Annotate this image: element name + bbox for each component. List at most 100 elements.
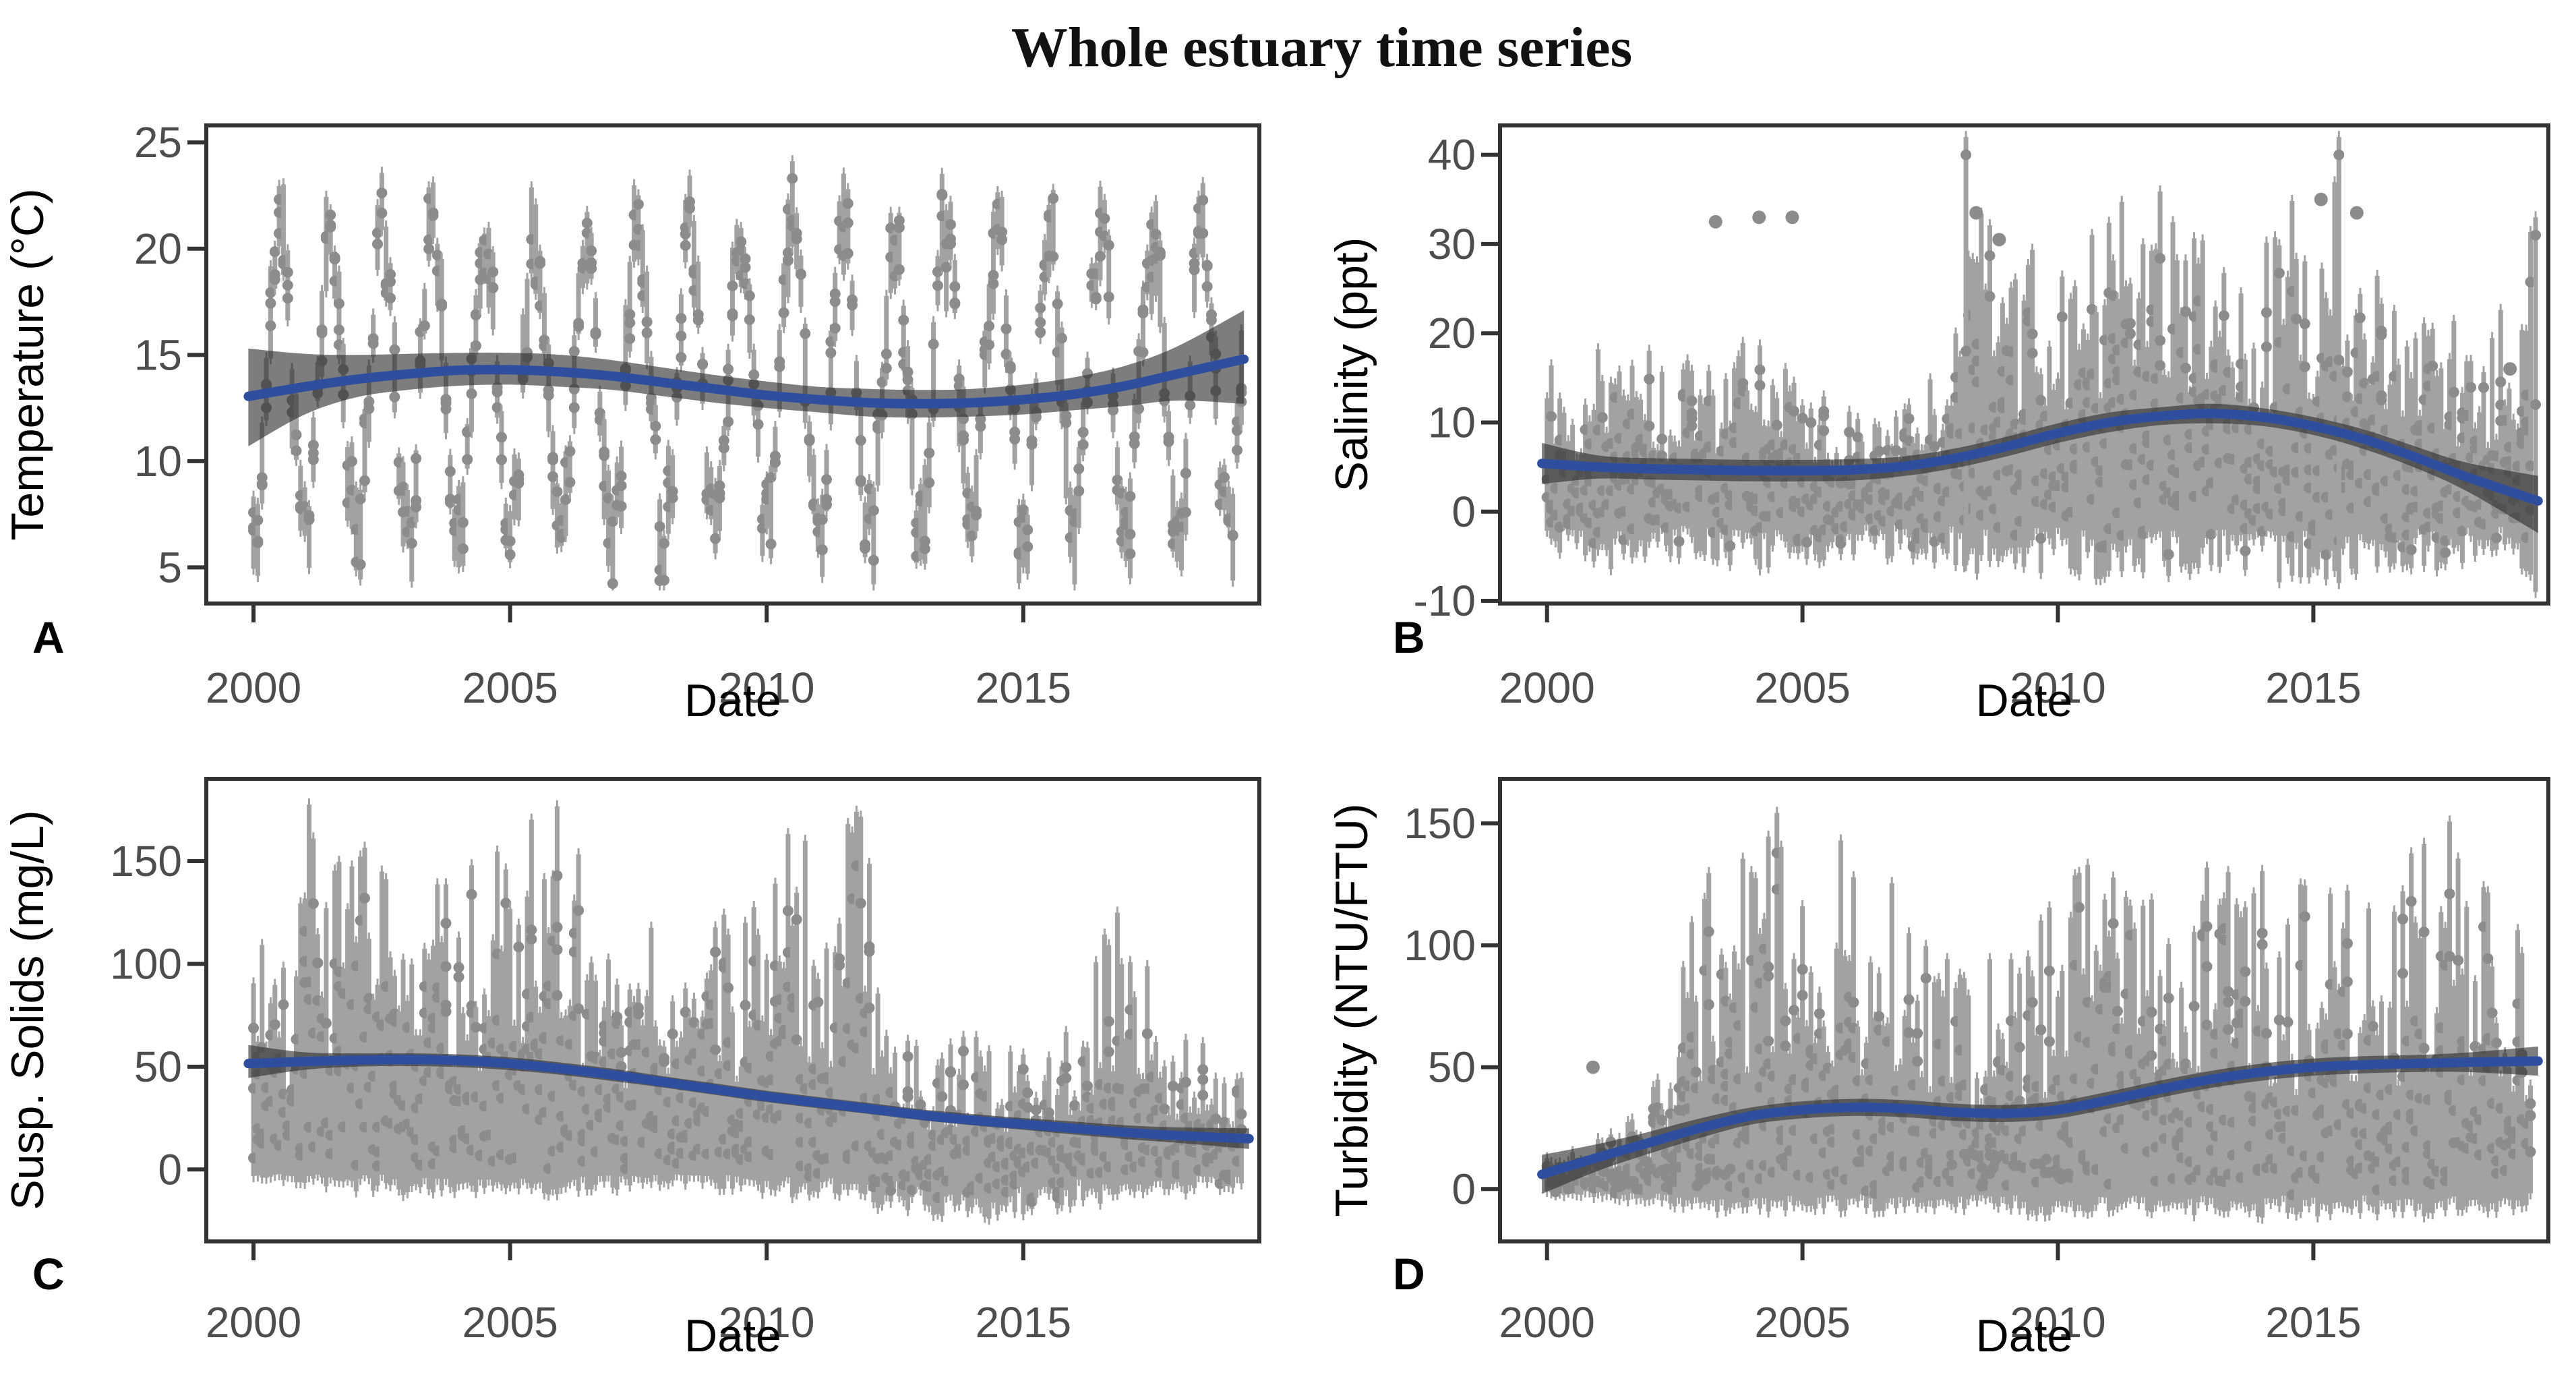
y-tick-label: 0 — [1451, 1165, 1476, 1213]
data-point — [2478, 382, 2490, 393]
data-point — [945, 238, 957, 250]
data-point — [1852, 432, 1863, 443]
data-point — [607, 578, 618, 589]
outlier-point — [1785, 210, 1799, 225]
data-point — [1022, 541, 1034, 552]
data-point — [269, 274, 280, 285]
data-point — [248, 1022, 260, 1034]
data-point — [928, 339, 939, 350]
data-point — [2155, 253, 2166, 264]
data-point — [1763, 961, 1774, 972]
data-point — [496, 454, 507, 465]
x-tick-label: 2015 — [976, 1298, 1071, 1347]
data-point — [1218, 471, 1230, 483]
data-point — [2525, 276, 2536, 288]
y-tick-label: 25 — [134, 118, 182, 167]
data-point — [924, 447, 935, 459]
data-point — [1818, 425, 1830, 436]
data-point — [2457, 525, 2468, 537]
data-point — [2376, 390, 2387, 401]
panel-D-axes: 2000 2005 2010 2015 0 50 100 150 — [1404, 799, 2361, 1347]
data-point — [2111, 1005, 2123, 1017]
data-point — [842, 217, 853, 229]
data-point — [1103, 239, 1114, 251]
data-point — [1030, 1104, 1042, 1115]
panel-B-border — [1498, 123, 2550, 606]
data-point — [2448, 386, 2459, 398]
low-value-point — [1665, 1152, 1677, 1163]
data-point — [2291, 313, 2302, 324]
data-point — [697, 359, 709, 370]
data-point — [727, 281, 738, 292]
x-tick-label: 2015 — [2265, 1298, 2361, 1347]
data-point — [714, 492, 725, 504]
panel-D-raw-data-layer — [1541, 806, 2536, 1224]
data-point — [1103, 291, 1114, 303]
data-point — [487, 266, 499, 278]
data-point — [984, 339, 995, 351]
data-point — [1912, 1028, 1923, 1039]
y-tick-label: 20 — [134, 225, 182, 273]
data-point — [1108, 405, 1119, 416]
data-point — [1000, 323, 1012, 334]
data-point — [2405, 544, 2417, 556]
y-axis-title: Turbidity (NTU/FTU) — [1326, 803, 1377, 1216]
data-point — [2201, 920, 2213, 932]
data-point — [654, 521, 665, 532]
data-point — [752, 419, 764, 430]
panel-C-axes: 2000 2005 2010 2015 0 50 100 150 — [110, 837, 1071, 1347]
data-point — [1185, 399, 1196, 411]
data-point — [1805, 417, 1817, 428]
data-point — [2405, 896, 2417, 907]
data-point — [2525, 1110, 2536, 1121]
data-point — [2367, 1020, 2378, 1032]
data-point — [1000, 349, 1012, 360]
low-value-point — [1623, 1178, 1634, 1190]
panel-A-border — [204, 123, 1261, 606]
data-point — [389, 391, 400, 403]
data-point — [312, 957, 324, 968]
data-point — [847, 294, 858, 305]
low-value-point — [1700, 1169, 1712, 1180]
data-point — [893, 215, 905, 227]
data-point — [2260, 341, 2272, 353]
data-point — [2146, 1006, 2157, 1018]
data-point — [547, 452, 559, 463]
data-point — [1201, 260, 1213, 271]
data-point — [1686, 413, 1698, 424]
y-axis-title: Susp. Solids (mg/L) — [2, 810, 53, 1210]
low-value-point — [1693, 1178, 1704, 1190]
data-point — [718, 435, 729, 446]
data-point — [787, 173, 798, 184]
data-point — [256, 472, 268, 483]
data-point — [692, 314, 704, 326]
data-point — [2525, 460, 2536, 471]
y-tick-label: 50 — [134, 1043, 182, 1091]
data-point — [1737, 378, 1749, 389]
x-tick-label: 2000 — [206, 1298, 301, 1347]
data-point — [782, 905, 793, 916]
y-tick-label: 10 — [134, 437, 182, 486]
data-point — [1201, 281, 1213, 292]
data-point — [919, 535, 930, 547]
data-point — [2530, 399, 2542, 411]
data-point — [676, 330, 687, 342]
data-point — [816, 514, 828, 525]
data-point — [1081, 1080, 1093, 1092]
panel-B: 2000 2005 2010 2015 -10 0 10 20 30 40 Date Salinity… — [1326, 123, 2550, 726]
data-point — [710, 946, 721, 958]
data-point — [355, 493, 366, 504]
data-point — [744, 314, 755, 325]
data-point — [1154, 247, 1166, 258]
data-point — [1077, 426, 1089, 438]
data-point — [291, 445, 302, 457]
data-point — [953, 373, 965, 384]
data-point — [333, 298, 345, 310]
data-point — [411, 501, 422, 512]
data-point — [466, 388, 477, 399]
data-point — [2201, 961, 2213, 972]
data-point — [2320, 549, 2332, 560]
data-point — [829, 322, 841, 334]
data-point — [2180, 362, 2191, 374]
